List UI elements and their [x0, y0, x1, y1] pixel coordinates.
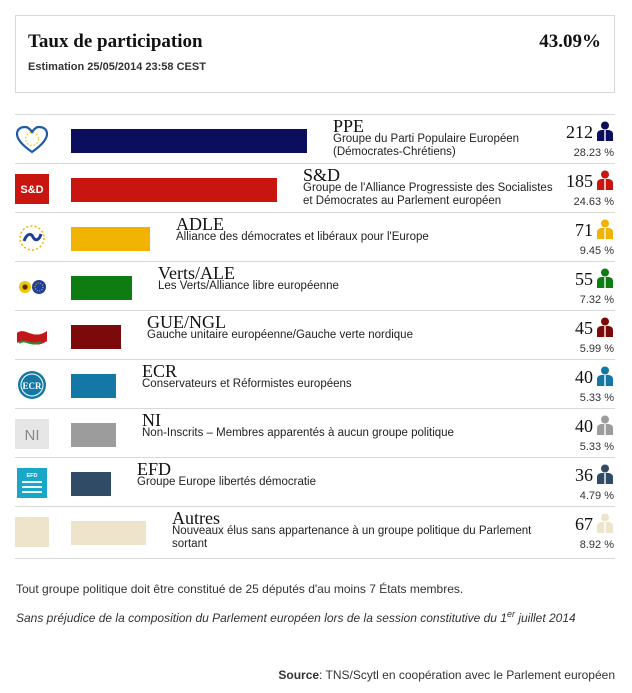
- seat-percentage: 4.79 %: [579, 490, 614, 502]
- group-row: ECR ECR Conservateurs et Réformistes europ…: [15, 359, 615, 408]
- seat-count: 40: [575, 416, 593, 436]
- group-description: Non-Inscrits – Membres apparentés à aucu…: [142, 427, 454, 439]
- source-label: Source: [278, 668, 320, 682]
- seat-count: 212: [566, 122, 593, 142]
- seat-percentage: 8.92 %: [579, 539, 614, 551]
- seat-distribution-chart: PPE Groupe du Parti Populaire Européen (D…: [15, 114, 615, 559]
- gue-flag-icon: [15, 321, 49, 351]
- turnout-title: Taux de participation: [28, 31, 203, 52]
- sd-logo-icon: S&D: [15, 174, 49, 204]
- turnout-value: 43.09%: [539, 31, 601, 52]
- group-row: GUE/NGL Gauche unitaire européenne/Gauche…: [15, 310, 615, 359]
- group-row: EFD EFD Groupe Europe libertés démocratie 3…: [15, 457, 615, 506]
- seat-bar: [71, 521, 146, 545]
- seat-bar: [71, 472, 111, 496]
- disclaimer-text-end: juillet 2014: [514, 611, 576, 625]
- seat-bar: [71, 374, 116, 398]
- group-abbr: GUE/NGL: [147, 312, 226, 332]
- seat-count: 55: [575, 269, 593, 289]
- person-icon: [596, 366, 614, 386]
- svg-text:EFD: EFD: [27, 473, 38, 479]
- seat-count: 40: [575, 367, 593, 387]
- group-abbr: EFD: [137, 459, 172, 479]
- turnout-box: Taux de participation 43.09% Estimation …: [15, 15, 615, 93]
- seat-bar: [71, 325, 121, 349]
- group-description: Nouveaux élus sans appartenance à un gro…: [172, 525, 532, 550]
- source-note: Source: TNS/Scytl en coopération avec le…: [278, 668, 615, 682]
- disclaimer-superscript: er: [506, 609, 515, 619]
- person-icon: [596, 268, 614, 288]
- person-icon: [596, 317, 614, 337]
- verts-sunflower-icon: [15, 272, 49, 302]
- group-abbr: ADLE: [176, 214, 224, 234]
- person-icon: [596, 415, 614, 435]
- seat-bar: [71, 129, 307, 153]
- svg-text:ECR: ECR: [22, 381, 42, 391]
- ppe-heart-icon: [15, 125, 49, 155]
- efd-logo-icon: EFD: [15, 468, 49, 498]
- svg-text:NI: NI: [25, 427, 40, 444]
- group-abbr: Autres: [172, 508, 220, 528]
- svg-text:S&D: S&D: [20, 184, 43, 196]
- seat-bar: [71, 178, 277, 202]
- group-row: PPE Groupe du Parti Populaire Européen (D…: [15, 114, 615, 163]
- group-row: Autres Nouveaux élus sans appartenance à …: [15, 506, 615, 559]
- seat-count: 185: [566, 171, 593, 191]
- source-text: : TNS/Scytl en coopération avec le Parle…: [319, 668, 615, 682]
- seat-count: 36: [575, 465, 593, 485]
- seat-percentage: 5.33 %: [579, 392, 614, 404]
- seat-percentage: 5.99 %: [579, 343, 614, 355]
- group-row: S&D S&D Groupe de l'Alliance Progressiste …: [15, 163, 615, 212]
- group-row: ADLE Alliance des démocrates et libéraux …: [15, 212, 615, 261]
- seat-bar: [71, 227, 150, 251]
- disclaimer-text: Sans préjudice de la composition du Parl…: [16, 611, 507, 625]
- group-description: Conservateurs et Réformistes européens: [142, 378, 352, 390]
- ecr-logo-icon: ECR: [15, 370, 49, 400]
- turnout-estimate: Estimation 25/05/2014 23:58 CEST: [28, 61, 206, 73]
- group-abbr: Verts/ALE: [158, 263, 235, 283]
- group-row: Verts/ALE Les Verts/Alliance libre europé…: [15, 261, 615, 310]
- seat-count: 45: [575, 318, 593, 338]
- person-icon: [596, 219, 614, 239]
- group-abbr: ECR: [142, 361, 178, 381]
- group-abbr: NI: [142, 410, 161, 430]
- seat-bar: [71, 423, 116, 447]
- person-icon: [596, 121, 614, 141]
- adle-logo-icon: [15, 223, 49, 253]
- person-icon: [596, 513, 614, 533]
- seat-percentage: 7.32 %: [579, 294, 614, 306]
- seat-bar: [71, 276, 132, 300]
- autres-swatch-icon: [15, 517, 49, 547]
- group-row: NI NI Non-Inscrits – Membres apparentés à …: [15, 408, 615, 457]
- group-description: Gauche unitaire européenne/Gauche verte …: [147, 329, 413, 341]
- seat-percentage: 5.33 %: [579, 441, 614, 453]
- person-icon: [596, 464, 614, 484]
- seat-count: 67: [575, 514, 593, 534]
- group-description: Alliance des démocrates et libéraux pour…: [176, 231, 429, 243]
- seat-percentage: 9.45 %: [579, 245, 614, 257]
- ni-logo-icon: NI: [15, 419, 49, 449]
- group-abbr: PPE: [333, 116, 365, 136]
- group-description: Groupe Europe libertés démocratie: [137, 476, 316, 488]
- person-icon: [596, 170, 614, 190]
- disclaimer-note: Sans préjudice de la composition du Parl…: [16, 610, 616, 627]
- group-description: Les Verts/Alliance libre européenne: [158, 280, 339, 292]
- seat-percentage: 28.23 %: [573, 147, 614, 159]
- group-abbr: S&D: [303, 165, 341, 185]
- seat-percentage: 24.63 %: [573, 196, 614, 208]
- seat-count: 71: [575, 220, 593, 240]
- group-description: Groupe du Parti Populaire Européen (Démo…: [333, 133, 520, 158]
- rule-note: Tout groupe politique doit être constitu…: [16, 582, 464, 596]
- group-description: Groupe de l'Alliance Progressiste des So…: [303, 182, 553, 207]
